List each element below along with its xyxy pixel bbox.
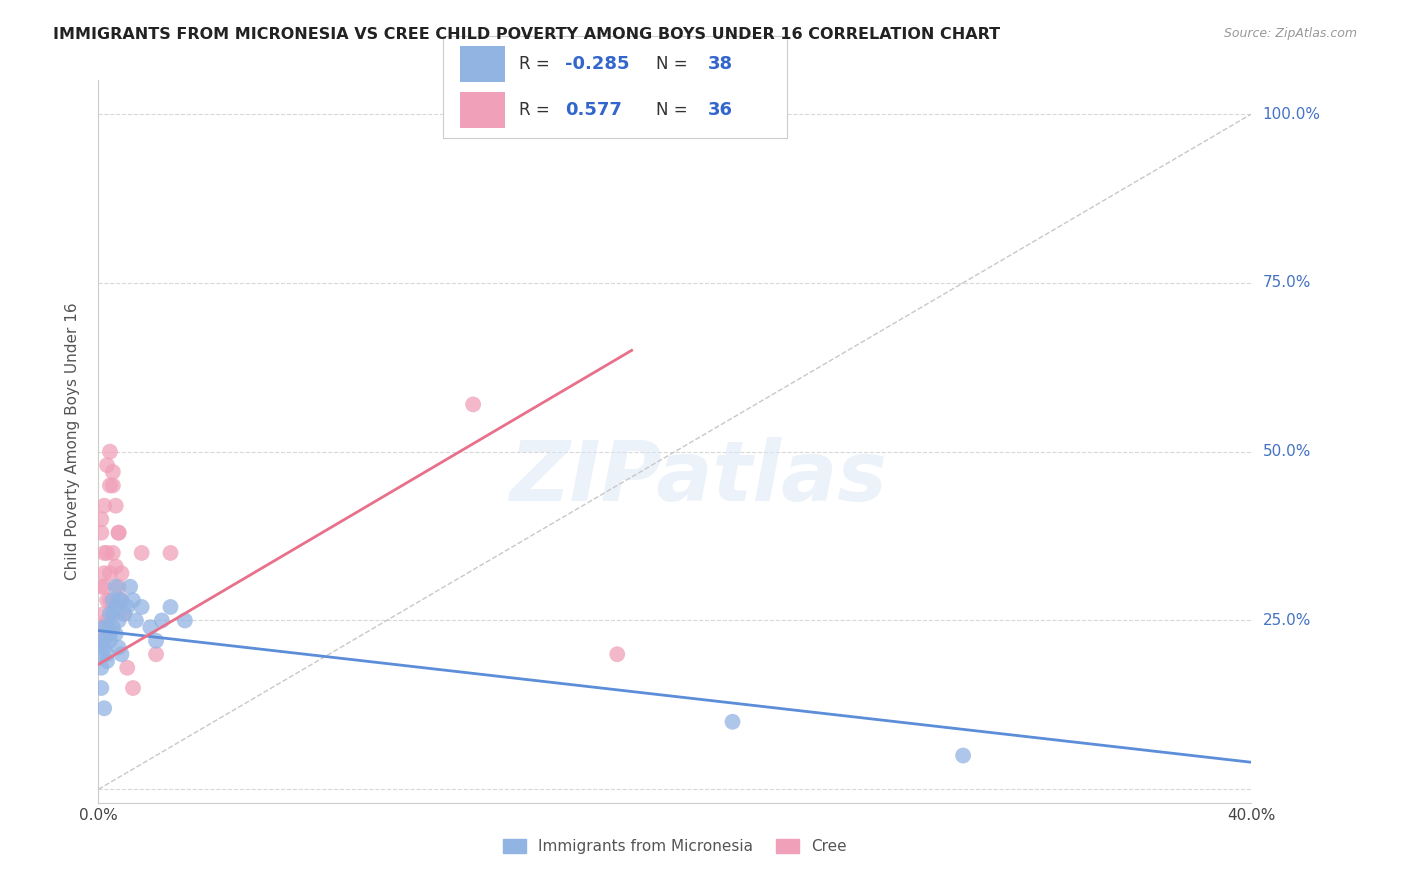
Point [107, 614, 129, 628]
Point [90, 661, 112, 675]
Point [98, 444, 121, 458]
Point [90, 512, 112, 526]
Point [117, 661, 139, 675]
Text: 0.577: 0.577 [565, 101, 621, 119]
Point [101, 607, 124, 621]
Point [122, 593, 145, 607]
Point [96, 620, 118, 634]
Point [110, 593, 132, 607]
Point [110, 647, 132, 661]
Point [90, 580, 112, 594]
Point [101, 478, 124, 492]
Point [93, 546, 115, 560]
Point [150, 614, 173, 628]
Point [90, 633, 112, 648]
Point [112, 607, 135, 621]
Point [101, 546, 124, 560]
Text: 75.0%: 75.0% [1263, 276, 1310, 291]
Point [90, 620, 112, 634]
Point [104, 627, 127, 641]
Point [107, 593, 129, 607]
Point [107, 580, 129, 594]
Point [461, 397, 484, 411]
Point [96, 546, 118, 560]
Point [98, 607, 121, 621]
Point [93, 499, 115, 513]
Point [606, 647, 628, 661]
Text: R =: R = [519, 101, 560, 119]
Point [139, 620, 162, 634]
Text: IMMIGRANTS FROM MICRONESIA VS CREE CHILD POVERTY AMONG BOYS UNDER 16 CORRELATION: IMMIGRANTS FROM MICRONESIA VS CREE CHILD… [53, 27, 1001, 42]
Point [90, 647, 112, 661]
Point [159, 546, 181, 560]
Text: N =: N = [657, 101, 693, 119]
Bar [460, 45, 505, 82]
Point [145, 647, 167, 661]
Point [104, 499, 127, 513]
Text: 25.0%: 25.0% [1263, 613, 1310, 628]
Legend: Immigrants from Micronesia, Cree: Immigrants from Micronesia, Cree [496, 833, 853, 860]
Point [125, 614, 148, 628]
Text: 100.0%: 100.0% [1263, 106, 1320, 121]
Point [93, 620, 115, 634]
Point [98, 627, 121, 641]
Point [110, 593, 132, 607]
Point [93, 566, 115, 581]
Point [174, 614, 197, 628]
Point [104, 599, 127, 614]
Point [145, 633, 167, 648]
Point [104, 580, 127, 594]
Point [90, 633, 112, 648]
Point [93, 701, 115, 715]
Point [101, 593, 124, 607]
Text: 38: 38 [709, 55, 734, 73]
Point [112, 607, 135, 621]
Point [98, 478, 121, 492]
Point [122, 681, 145, 695]
Point [96, 654, 118, 668]
Point [131, 599, 153, 614]
Point [131, 546, 153, 560]
Point [98, 633, 121, 648]
Point [101, 620, 124, 634]
Bar [460, 92, 505, 128]
Text: Source: ZipAtlas.com: Source: ZipAtlas.com [1223, 27, 1357, 40]
Point [107, 640, 129, 655]
Text: R =: R = [519, 55, 555, 73]
Point [96, 593, 118, 607]
Point [93, 607, 115, 621]
Point [110, 566, 132, 581]
Point [93, 633, 115, 648]
Point [952, 748, 974, 763]
Point [96, 647, 118, 661]
Point [104, 559, 127, 574]
Point [93, 640, 115, 655]
Text: N =: N = [657, 55, 693, 73]
Point [98, 593, 121, 607]
Point [93, 580, 115, 594]
Text: ZIPatlas: ZIPatlas [509, 437, 887, 518]
Point [117, 599, 139, 614]
Point [90, 681, 112, 695]
Point [159, 599, 181, 614]
Point [721, 714, 744, 729]
Point [96, 458, 118, 472]
Text: 50.0%: 50.0% [1263, 444, 1310, 459]
Point [107, 525, 129, 540]
Text: -0.285: -0.285 [565, 55, 630, 73]
Point [120, 580, 142, 594]
Point [98, 566, 121, 581]
Point [107, 525, 129, 540]
Point [90, 525, 112, 540]
Text: 36: 36 [709, 101, 733, 119]
Y-axis label: Child Poverty Among Boys Under 16: Child Poverty Among Boys Under 16 [65, 302, 80, 581]
Point [101, 465, 124, 479]
Point [96, 614, 118, 628]
